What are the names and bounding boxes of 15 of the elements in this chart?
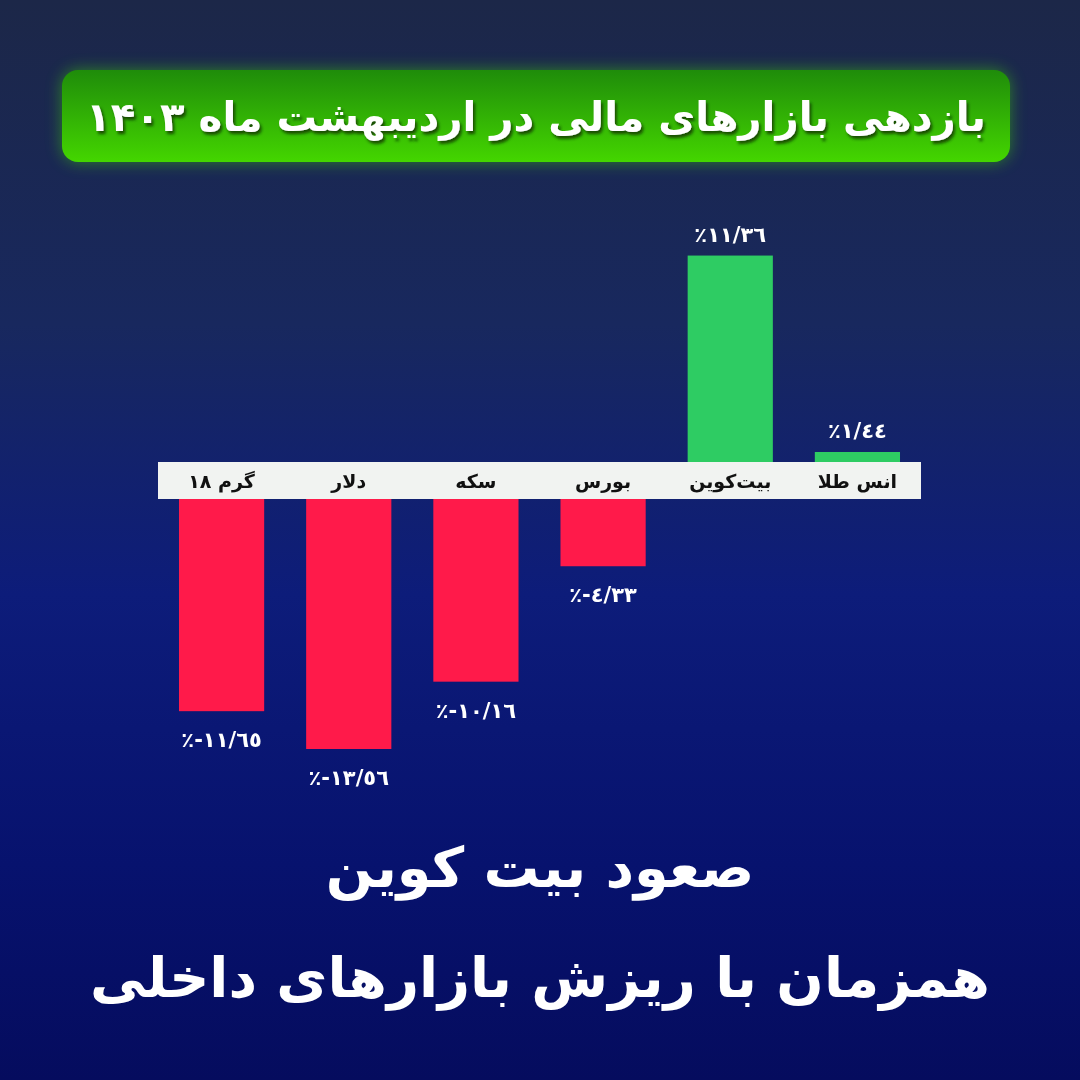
- annotation: صعود بیت کوین: [325, 834, 755, 900]
- category-label: گرم ۱۸: [188, 469, 255, 492]
- category-label: انس طلا: [817, 469, 898, 492]
- value-label: ٪١١/٣٦: [694, 222, 767, 247]
- value-label: ٪-١١/٦٥: [181, 728, 262, 753]
- category-label: سکه: [455, 469, 497, 492]
- annotation: همزمان با ریزش بازارهای داخلی: [90, 944, 990, 1010]
- category-label: بورس: [575, 469, 632, 492]
- category-label: بیت‌کوین: [689, 469, 772, 492]
- value-label: ٪١/٤٤: [827, 419, 887, 443]
- value-label: ٪-٤/٣٣: [569, 583, 637, 608]
- value-label: ٪-١٣/٥٦: [308, 766, 389, 790]
- category-label: دلار: [331, 469, 367, 492]
- value-label: ٪-١٠/١٦: [435, 698, 517, 723]
- title: بازدهی بازارهای مالی در اردیبهشت ماه ۱۴۰۳: [86, 93, 986, 141]
